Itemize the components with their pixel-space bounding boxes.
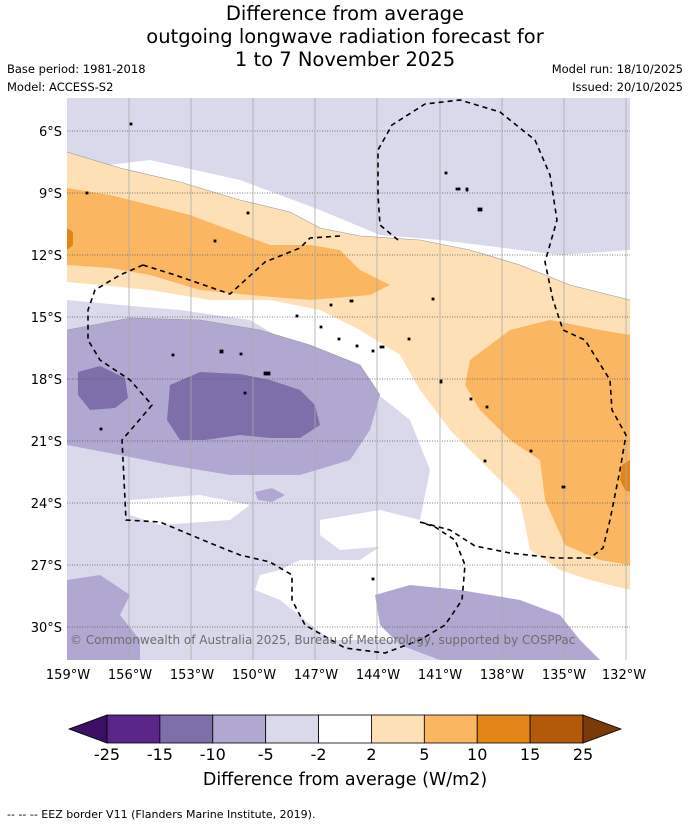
positive-strong-west [67,228,73,250]
lon-label: 141°W [418,668,462,683]
eez-cook-islands [87,264,466,654]
colorbar-tick-label: -15 [147,745,173,764]
colorbar-cells [106,714,584,744]
positive-strong-east [620,460,630,492]
colorbar-tick-label: 5 [419,745,429,764]
colorbar-tick-label: -10 [200,745,226,764]
title-line-3: 1 to 7 November 2025 [234,48,456,71]
colorbar-cell [212,714,267,744]
island-marks [85,122,566,581]
contour-lines [67,151,630,396]
lat-label: 18°S [31,373,62,388]
eez-borders [87,99,627,654]
eez-legend: -- -- -- EEZ border V11 (Flanders Marine… [7,808,316,821]
neutral-band [67,240,630,660]
colorbar-tick-label: 15 [520,745,540,764]
colorbar-tick-label: -25 [94,745,120,764]
negative-small-patch [255,488,285,502]
lon-label: 150°W [232,668,276,683]
lat-label: 12°S [31,249,62,264]
colorbar-under-arrow [67,714,108,744]
lat-label: 21°S [31,435,62,450]
copyright-notice: © Commonwealth of Australia 2025, Bureau… [70,633,576,647]
colorbar-tick-label: 25 [573,745,593,764]
base-period: Base period: 1981-2018 [7,62,146,76]
colorbar-cell [371,714,425,744]
colorbar: -25 -15 -10 -5 -2 2 5 10 15 25 [67,714,623,764]
lat-label: 24°S [31,497,62,512]
model-run: Model run: 18/10/2025 [551,62,683,76]
lat-label: 30°S [31,621,62,636]
positive-medium-region-west [67,188,390,300]
negative-medium-se [375,585,600,660]
colorbar-cell [318,714,372,744]
colorbar-cell [265,714,319,744]
lon-label: 156°W [108,668,152,683]
issued-date: Issued: 20/10/2025 [572,80,683,94]
negative-strong-central [167,372,320,440]
lon-labels: 159°W 156°W 153°W 150°W 147°W 144°W 141°… [46,668,646,683]
colorbar-cell [423,714,478,744]
colorbar-tick-label: 2 [366,745,376,764]
map-fields [67,98,630,660]
title-line-2: outgoing longwave radiation forecast for [146,25,544,48]
colorbar-cell [529,714,584,744]
lon-label: 144°W [356,668,400,683]
colorbar-tick-label: -2 [311,745,327,764]
lon-label: 132°W [602,668,646,683]
lat-label: 15°S [31,311,62,326]
colorbar-tick-label: -5 [258,745,274,764]
lon-label: 153°W [170,668,214,683]
colorbar-tick-label: 10 [467,745,487,764]
lon-gridlines [128,98,627,660]
neutral-patch-sw [320,510,420,550]
colorbar-cell [106,714,161,744]
lat-label: 9°S [39,187,62,202]
meta-right: Model run: 18/10/2025 Issued: 20/10/2025 [552,60,683,96]
lon-label: 159°W [46,668,90,683]
colorbar-cell [476,714,531,744]
positive-medium-region-east [465,320,630,565]
lat-label: 6°S [39,125,62,140]
model-name: Model: ACCESS-S2 [7,80,114,94]
lon-label: 135°W [542,668,586,683]
negative-medium-south [67,575,140,660]
colorbar-over-arrow [582,714,623,744]
negative-strong-west [78,366,128,410]
lat-labels: 6°S 9°S 12°S 15°S 18°S 21°S 24°S 27°S 30… [31,125,62,636]
anomaly-map: 6°S 9°S 12°S 15°S 18°S 21°S 24°S 27°S 30… [31,98,646,683]
lon-label: 138°W [480,668,524,683]
lat-label: 27°S [31,559,62,574]
neutral-patch-se [255,560,360,600]
colorbar-tick-labels: -25 -15 -10 -5 -2 2 5 10 15 25 [94,745,593,764]
neutral-patch-south [130,495,250,525]
meta-left: Base period: 1981-2018 Model: ACCESS-S2 [7,60,146,96]
lon-label: 147°W [294,668,338,683]
colorbar-title: Difference from average (W/m2) [202,770,488,790]
colorbar-cell [159,714,214,744]
eez-kiribati-south [142,235,341,295]
chart-title: Difference from average outgoing longwav… [0,2,690,71]
title-line-1: Difference from average [225,2,465,25]
